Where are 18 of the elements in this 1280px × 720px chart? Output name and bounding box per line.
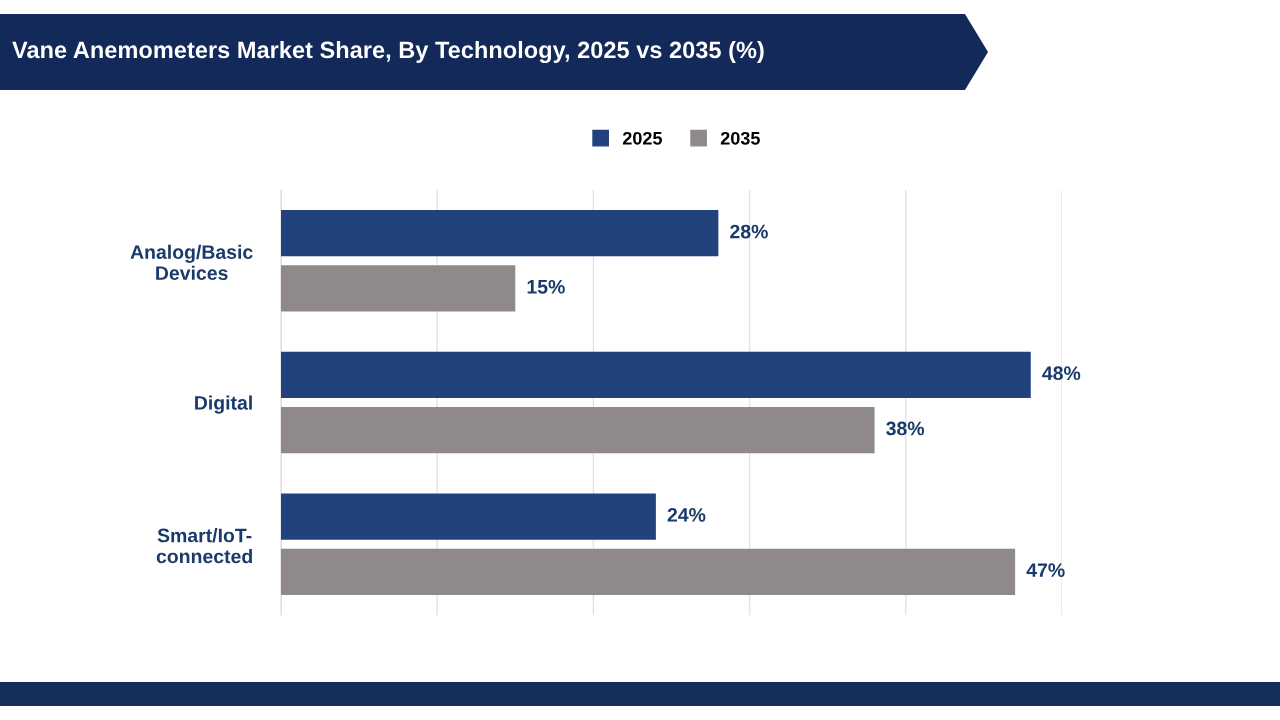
- data-label: 24%: [667, 507, 706, 522]
- legend-label: 2025: [622, 131, 662, 145]
- bar: [281, 265, 516, 312]
- bar: [281, 548, 1016, 595]
- data-label: 28%: [730, 224, 768, 239]
- bar: [281, 210, 719, 257]
- data-label: 38%: [886, 421, 925, 436]
- legend-label: 2035: [720, 131, 760, 145]
- y-tick-label: Digital: [195, 395, 252, 414]
- chart-title: Vane Anemometers Market Share, By Technology, 2025 vs 2035 (%): [12, 40, 764, 64]
- bar: [281, 493, 656, 540]
- data-label: 15%: [527, 279, 565, 294]
- y-tick-label: Analog/Basic Devices: [130, 244, 253, 280]
- y-tick-label: Smart/IoT- connected: [156, 528, 252, 564]
- data-label: 48%: [1042, 366, 1081, 381]
- bar: [281, 351, 1031, 398]
- bar: [281, 407, 875, 454]
- data-label: 47%: [1026, 563, 1065, 577]
